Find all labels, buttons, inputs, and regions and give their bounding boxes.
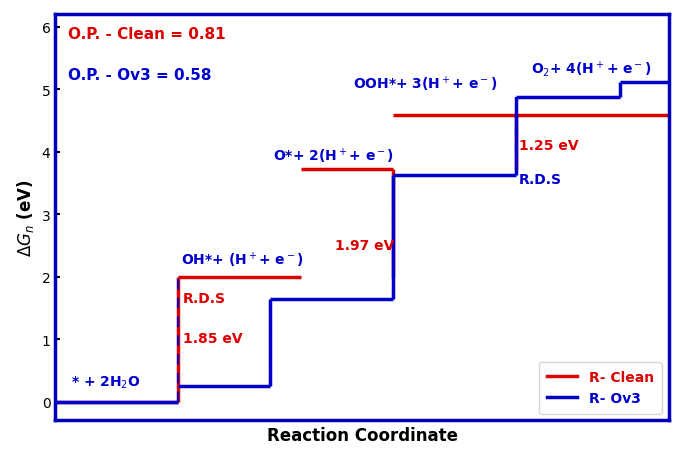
Text: O*+ 2(H$^+$+ e$^-$): O*+ 2(H$^+$+ e$^-$) <box>273 147 394 166</box>
Text: R.D.S: R.D.S <box>183 291 226 305</box>
Text: OOH*+ 3(H$^+$+ e$^-$): OOH*+ 3(H$^+$+ e$^-$) <box>353 75 497 94</box>
Text: OH*+ (H$^+$+ e$^-$): OH*+ (H$^+$+ e$^-$) <box>181 250 304 269</box>
X-axis label: Reaction Coordinate: Reaction Coordinate <box>266 426 458 444</box>
Legend: R- Clean, R- Ov3: R- Clean, R- Ov3 <box>538 362 662 414</box>
Text: O.P. - Ov3 = 0.58: O.P. - Ov3 = 0.58 <box>68 67 211 83</box>
Y-axis label: $\Delta G_n$ (eV): $\Delta G_n$ (eV) <box>15 179 36 257</box>
Text: 1.85 eV: 1.85 eV <box>183 332 242 346</box>
Text: R.D.S: R.D.S <box>519 173 562 186</box>
Text: 1.97 eV: 1.97 eV <box>334 238 394 252</box>
Text: 1.25 eV: 1.25 eV <box>519 138 578 152</box>
Text: * + 2H$_2$O: * + 2H$_2$O <box>71 374 140 391</box>
Text: O.P. - Clean = 0.81: O.P. - Clean = 0.81 <box>68 27 225 42</box>
Text: O$_2$+ 4(H$^+$+ e$^-$): O$_2$+ 4(H$^+$+ e$^-$) <box>531 60 651 79</box>
